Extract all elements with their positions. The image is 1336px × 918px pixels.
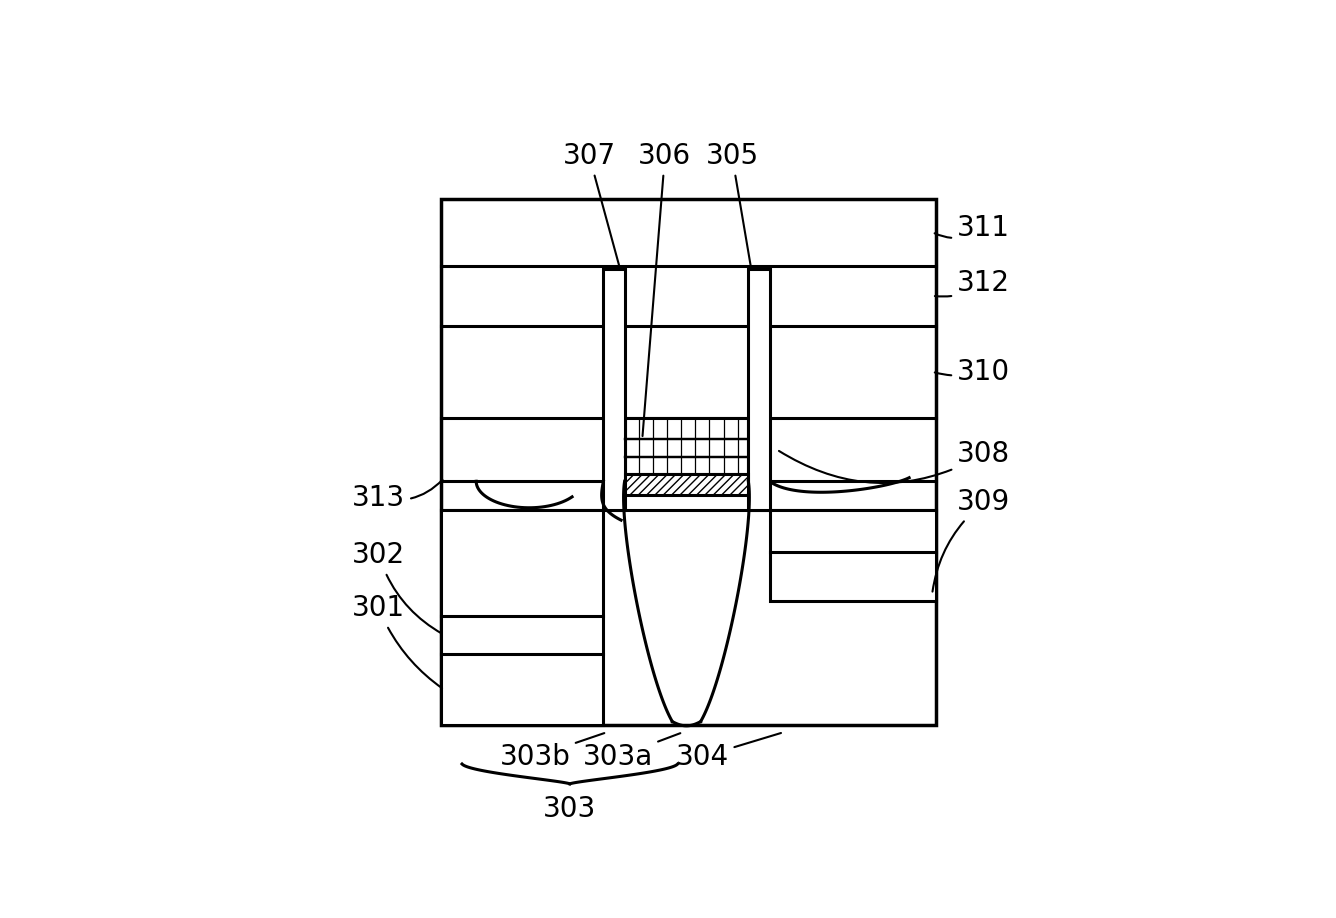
Bar (625, 418, 748, 475)
Text: 302: 302 (353, 542, 442, 633)
Text: 308: 308 (779, 441, 1010, 483)
Text: 311: 311 (935, 214, 1010, 242)
Bar (441, 509, 604, 725)
Text: 303b: 303b (500, 733, 604, 771)
Text: 306: 306 (639, 142, 692, 436)
Text: 303a: 303a (582, 733, 680, 771)
Text: 301: 301 (353, 595, 442, 688)
Bar (441, 198, 935, 725)
Text: 303: 303 (544, 795, 596, 823)
Text: 304: 304 (676, 733, 782, 771)
Text: 313: 313 (353, 480, 442, 511)
Bar (604, 269, 625, 509)
Bar (748, 269, 770, 509)
Bar (770, 509, 935, 601)
Bar (625, 475, 748, 496)
Text: 309: 309 (933, 488, 1010, 591)
Text: 305: 305 (705, 142, 759, 270)
Text: 307: 307 (562, 142, 620, 270)
Text: 312: 312 (935, 269, 1010, 297)
Text: 310: 310 (935, 358, 1010, 386)
